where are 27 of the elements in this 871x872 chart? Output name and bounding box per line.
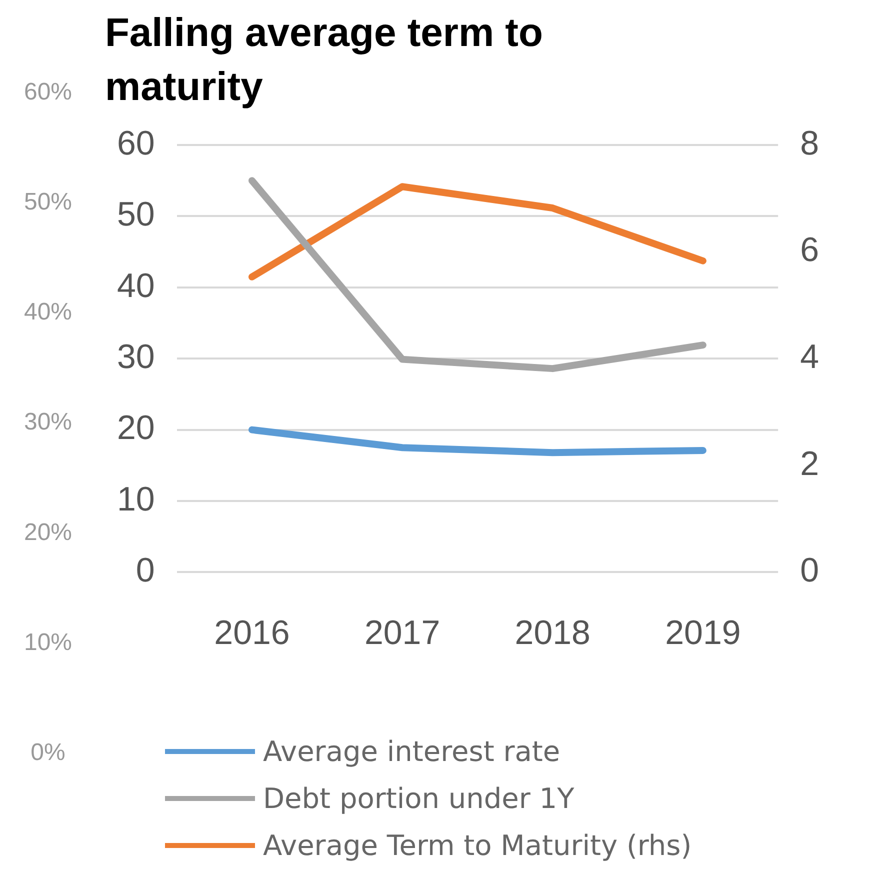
y3-tick-label: 60% xyxy=(24,78,72,106)
y2-tick-label: 2 xyxy=(800,444,820,483)
y-tick-label: 30 xyxy=(116,338,155,376)
y2-tick-label: 0 xyxy=(800,552,820,590)
x-tick-label: 2019 xyxy=(665,614,741,652)
y-tick-label: 20 xyxy=(116,409,155,448)
chart-title: Falling average term to maturity xyxy=(105,10,544,111)
y-tick-label: 10 xyxy=(116,480,155,518)
y3-tick-label: 50% xyxy=(24,188,72,216)
y-tick-label: 60 xyxy=(116,124,155,162)
x-tick-label: 2016 xyxy=(214,614,290,652)
y2-tick-label: 4 xyxy=(800,338,820,376)
y-tick-label: 40 xyxy=(116,266,155,305)
x-tick-label: 2018 xyxy=(514,614,590,652)
legend-label: Average interest rate xyxy=(263,735,560,768)
x-tick-label: 2017 xyxy=(364,614,440,652)
y-tick-label: 0 xyxy=(136,552,155,590)
y3-tick-label: 0% xyxy=(30,738,66,766)
y2-tick-label: 8 xyxy=(800,124,820,162)
legend-label: Average Term to Maturity (rhs) xyxy=(263,829,692,862)
y2-tick-label: 6 xyxy=(800,231,820,270)
y3-tick-label: 10% xyxy=(24,628,72,656)
y3-tick-label: 20% xyxy=(24,518,72,546)
y3-tick-label: 40% xyxy=(24,298,72,326)
legend-label: Debt portion under 1Y xyxy=(263,782,574,815)
y3-tick-label: 30% xyxy=(24,408,72,436)
y-tick-label: 50 xyxy=(116,196,155,234)
